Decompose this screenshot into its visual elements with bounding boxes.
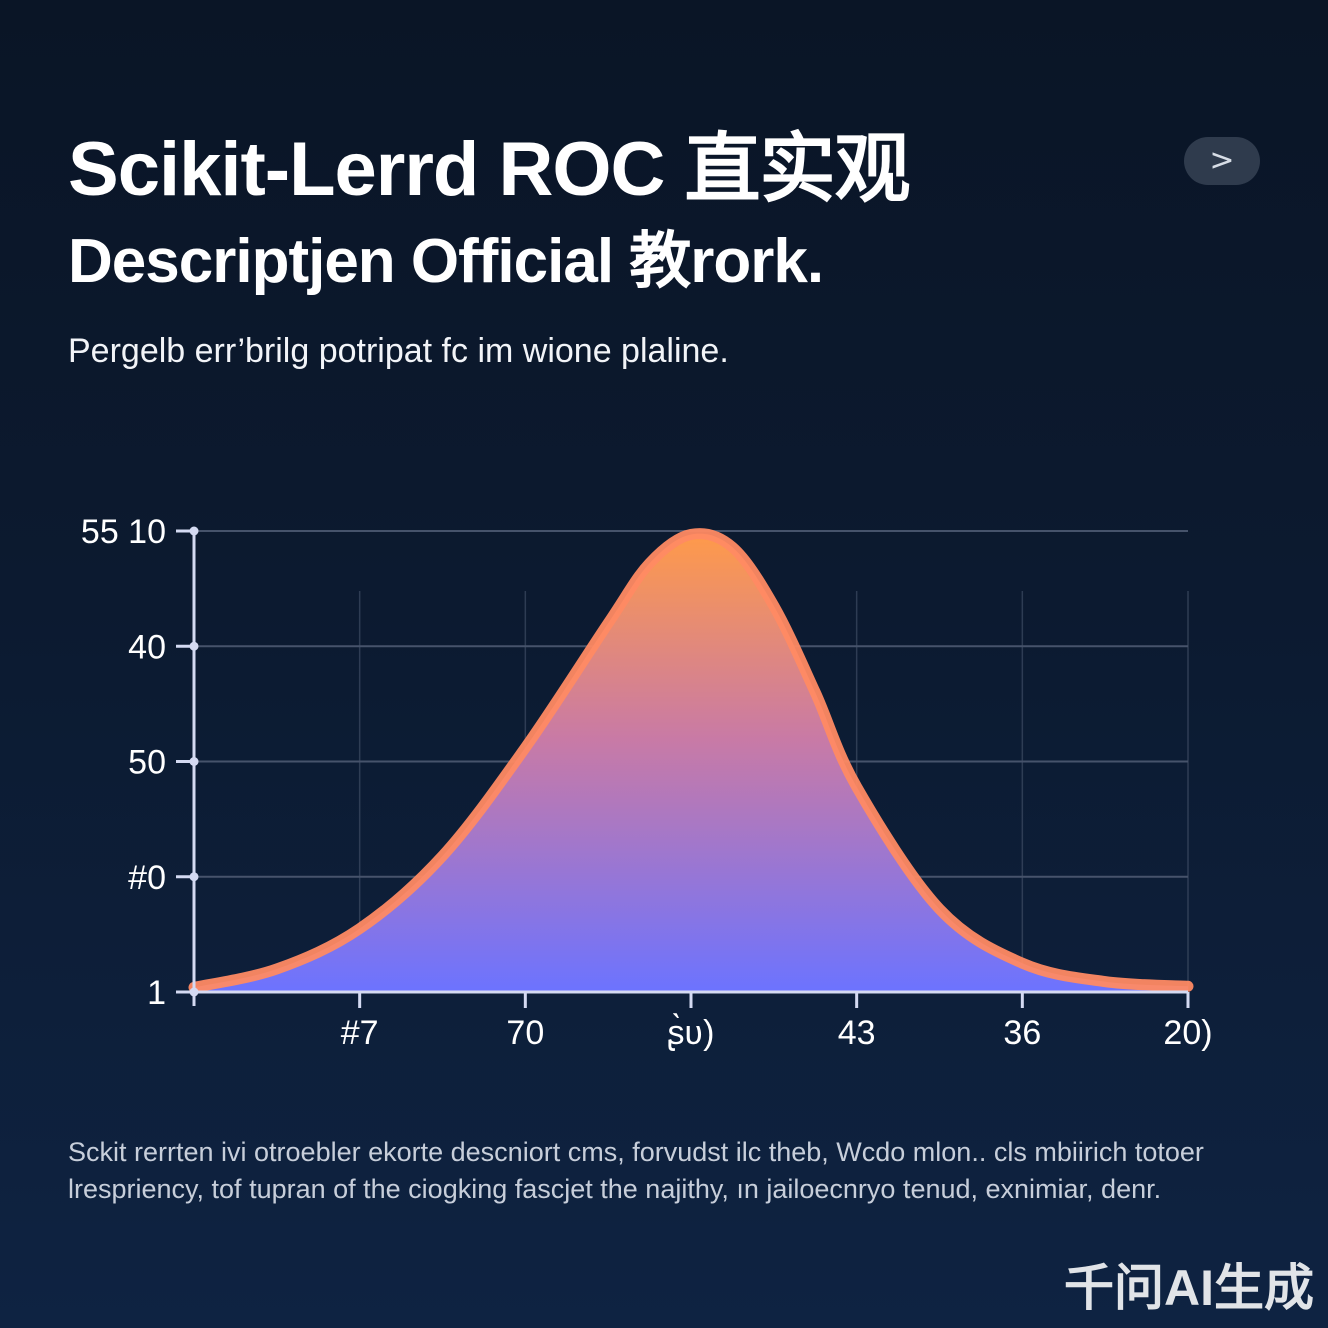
- y-tick-label: #0: [128, 859, 166, 897]
- y-tick-label: 50: [128, 744, 166, 782]
- y-tick-label: 40: [128, 628, 166, 666]
- x-tick-label: #7: [341, 1014, 379, 1052]
- x-tick-label: 36: [1003, 1014, 1041, 1052]
- x-tick-label: 70: [506, 1014, 544, 1052]
- description-paragraph: Sckit rerrten ivi otroebler ekorte descn…: [68, 1137, 1204, 1204]
- page-title: Scikit-Lerrd ROC 直实观: [68, 127, 910, 212]
- x-tick-label: ʂ̀ʋ): [668, 1014, 715, 1052]
- y-tick-dot: [189, 872, 199, 882]
- chevron-right-icon: >: [1209, 143, 1235, 178]
- y-tick-label: 55 10: [81, 513, 166, 551]
- watermark: 千问AI生成: [1064, 1260, 1314, 1316]
- page-title-secondary: Descriptjen Official 教rork.: [68, 227, 824, 296]
- page-subtitle: Pergelb err’brilg potripat fc im wione p…: [68, 332, 729, 370]
- next-button[interactable]: >: [1184, 137, 1260, 185]
- y-tick-label: 1: [147, 974, 166, 1012]
- series-line: [188, 528, 1194, 993]
- x-tick-label: 43: [838, 1014, 876, 1052]
- y-tick-dot: [189, 526, 199, 536]
- y-tick-dot: [189, 757, 199, 766]
- area-fill: [194, 533, 1188, 992]
- y-tick-dot: [189, 641, 199, 651]
- y-tick-dot: [189, 987, 199, 997]
- x-tick-label: 20): [1163, 1014, 1212, 1052]
